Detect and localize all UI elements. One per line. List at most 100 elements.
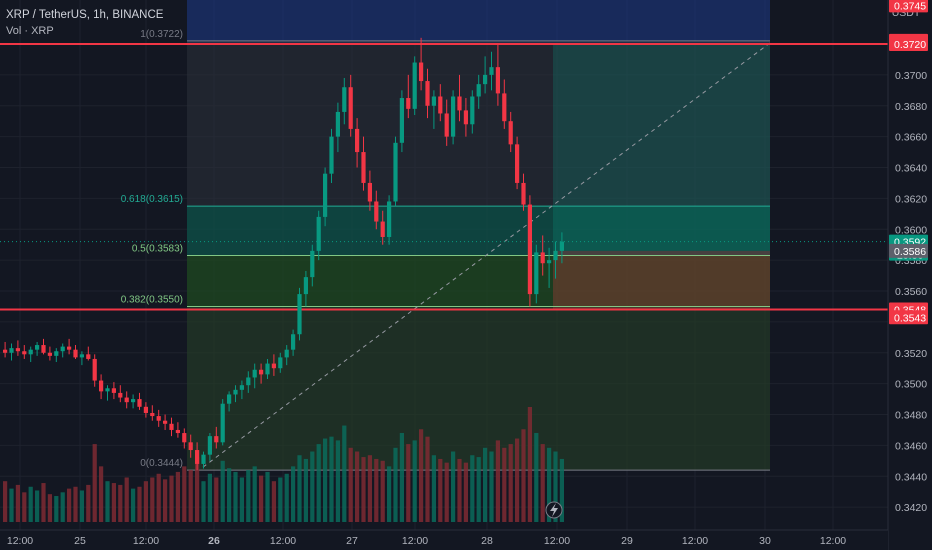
position-target-zone[interactable]: [553, 44, 770, 251]
candle-body[interactable]: [265, 363, 270, 375]
candle-body[interactable]: [246, 377, 251, 386]
candle-body[interactable]: [99, 380, 104, 392]
candle-body[interactable]: [227, 394, 232, 404]
candle-body[interactable]: [515, 144, 520, 183]
candle-body[interactable]: [444, 113, 449, 137]
candle-body[interactable]: [278, 357, 283, 369]
candle-body[interactable]: [291, 334, 296, 350]
candle-body[interactable]: [483, 74, 488, 85]
candle-body[interactable]: [15, 348, 20, 352]
candle-body[interactable]: [182, 433, 187, 443]
candle-body[interactable]: [284, 349, 289, 358]
candle-body[interactable]: [47, 352, 52, 356]
candle-body[interactable]: [118, 392, 123, 398]
candle-body[interactable]: [463, 110, 468, 125]
candle-body[interactable]: [457, 96, 462, 111]
candle-body[interactable]: [79, 354, 84, 358]
candle-body[interactable]: [335, 111, 340, 137]
candle-body[interactable]: [207, 436, 212, 455]
candle-body[interactable]: [489, 67, 494, 75]
candle-body[interactable]: [547, 260, 552, 264]
candle-body[interactable]: [60, 346, 65, 352]
candle-body[interactable]: [163, 420, 168, 424]
price-tag[interactable]: [889, 310, 928, 325]
candle-body[interactable]: [310, 250, 315, 278]
price-tag[interactable]: [889, 37, 928, 51]
candle-body[interactable]: [3, 349, 8, 353]
candle-body[interactable]: [195, 450, 200, 464]
candle-body[interactable]: [534, 252, 539, 295]
candle-body[interactable]: [271, 363, 276, 369]
candle-body[interactable]: [73, 349, 78, 358]
candle-body[interactable]: [220, 403, 225, 443]
candle-body[interactable]: [252, 369, 257, 378]
candle-body[interactable]: [540, 252, 545, 264]
candle-body[interactable]: [393, 142, 398, 202]
candle-body[interactable]: [131, 399, 136, 403]
symbol-title[interactable]: XRP / TetherUS, 1h, BINANCE: [6, 9, 164, 21]
candle-body[interactable]: [361, 152, 366, 183]
candle-body[interactable]: [9, 348, 14, 353]
price-tag[interactable]: [889, 243, 928, 258]
candle-body[interactable]: [559, 241, 564, 251]
candle-body[interactable]: [239, 385, 244, 390]
candle-body[interactable]: [111, 388, 116, 393]
candle-body[interactable]: [431, 96, 436, 106]
candle-body[interactable]: [329, 136, 334, 174]
candle-body[interactable]: [451, 96, 456, 137]
candle-body[interactable]: [105, 388, 110, 392]
candle-body[interactable]: [553, 250, 558, 261]
candle-body[interactable]: [387, 201, 392, 237]
trend-line[interactable]: [202, 42, 771, 468]
candle-body[interactable]: [303, 277, 308, 295]
candle-body[interactable]: [214, 436, 219, 443]
candle-body[interactable]: [438, 96, 443, 114]
candle-body[interactable]: [367, 182, 372, 202]
candle-body[interactable]: [67, 346, 72, 350]
candle-body[interactable]: [470, 96, 475, 125]
candle-body[interactable]: [124, 397, 129, 403]
candle-body[interactable]: [143, 406, 148, 413]
candle-body[interactable]: [399, 98, 404, 143]
candle-body[interactable]: [348, 87, 353, 129]
candle-body[interactable]: [425, 81, 430, 106]
price-axis[interactable]: [888, 0, 932, 550]
candle-body[interactable]: [297, 294, 302, 335]
candle-body[interactable]: [527, 204, 532, 295]
candle-body[interactable]: [137, 399, 142, 407]
volume-label[interactable]: Vol · XRP: [6, 25, 54, 37]
candle-body[interactable]: [323, 173, 328, 217]
candle-body[interactable]: [495, 67, 500, 94]
candle-body[interactable]: [22, 351, 27, 355]
position-stop-zone[interactable]: [553, 250, 770, 310]
candle-body[interactable]: [156, 416, 161, 421]
candle-body[interactable]: [508, 121, 513, 145]
candle-body[interactable]: [380, 221, 385, 237]
candle-body[interactable]: [521, 182, 526, 205]
candle-body[interactable]: [92, 358, 97, 381]
candle-body[interactable]: [41, 345, 46, 353]
candle-body[interactable]: [316, 216, 321, 251]
price-tag[interactable]: [889, 0, 928, 13]
candle-body[interactable]: [374, 201, 379, 222]
candle-body[interactable]: [54, 351, 59, 356]
candle-body[interactable]: [86, 354, 91, 359]
time-axis[interactable]: [0, 530, 888, 550]
candle-body[interactable]: [342, 87, 347, 112]
candle-body[interactable]: [476, 84, 481, 97]
candle-body[interactable]: [188, 442, 193, 451]
candle-body[interactable]: [169, 423, 174, 430]
candle-body[interactable]: [419, 62, 424, 82]
candle-body[interactable]: [233, 389, 238, 395]
candle-body[interactable]: [35, 345, 40, 350]
candle-body[interactable]: [259, 369, 264, 375]
candle-body[interactable]: [201, 454, 206, 464]
candle-body[interactable]: [406, 98, 411, 109]
candle-body[interactable]: [175, 429, 180, 434]
candle-body[interactable]: [355, 128, 360, 153]
candle-body[interactable]: [502, 93, 507, 122]
candle-body[interactable]: [150, 412, 155, 417]
candle-body[interactable]: [412, 62, 417, 109]
